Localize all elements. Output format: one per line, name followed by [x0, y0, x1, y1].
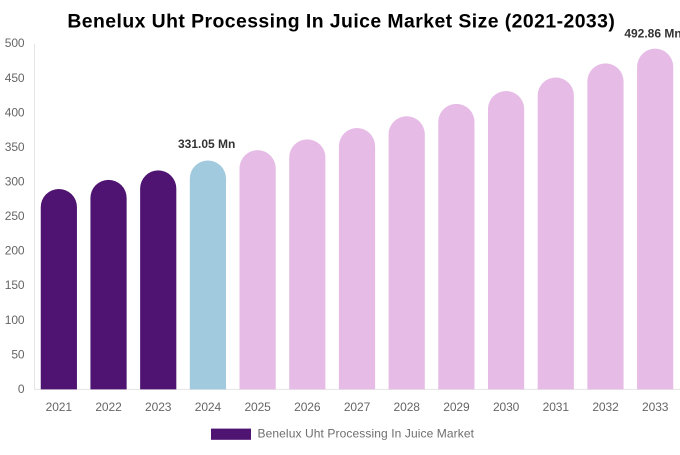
svg-text:2023: 2023: [145, 400, 172, 414]
svg-text:2027: 2027: [344, 400, 371, 414]
svg-text:2021: 2021: [46, 400, 73, 414]
svg-text:2030: 2030: [493, 400, 520, 414]
svg-text:2022: 2022: [95, 400, 122, 414]
svg-text:2032: 2032: [592, 400, 619, 414]
svg-text:100: 100: [5, 313, 25, 327]
svg-text:2031: 2031: [543, 400, 570, 414]
svg-text:2025: 2025: [244, 400, 271, 414]
svg-text:Benelux Uht Processing In Juic: Benelux Uht Processing In Juice Market: [258, 427, 475, 441]
svg-text:500: 500: [5, 36, 25, 50]
svg-text:300: 300: [5, 175, 25, 189]
svg-text:2026: 2026: [294, 400, 321, 414]
svg-text:150: 150: [5, 278, 25, 292]
svg-text:400: 400: [5, 105, 25, 119]
svg-text:2033: 2033: [642, 400, 669, 414]
svg-text:350: 350: [5, 140, 25, 154]
svg-text:450: 450: [5, 71, 25, 85]
svg-text:2028: 2028: [394, 400, 421, 414]
svg-text:250: 250: [5, 209, 25, 223]
svg-text:50: 50: [11, 347, 25, 361]
svg-text:Benelux Uht Processing In Juic: Benelux Uht Processing In Juice Market S…: [67, 11, 615, 33]
svg-text:0: 0: [18, 382, 25, 396]
svg-text:2024: 2024: [195, 400, 222, 414]
svg-text:2029: 2029: [443, 400, 470, 414]
svg-text:331.05 Mn: 331.05 Mn: [178, 137, 235, 151]
svg-text:492.86 Mn: 492.86 Mn: [624, 26, 680, 40]
svg-text:200: 200: [5, 244, 25, 258]
